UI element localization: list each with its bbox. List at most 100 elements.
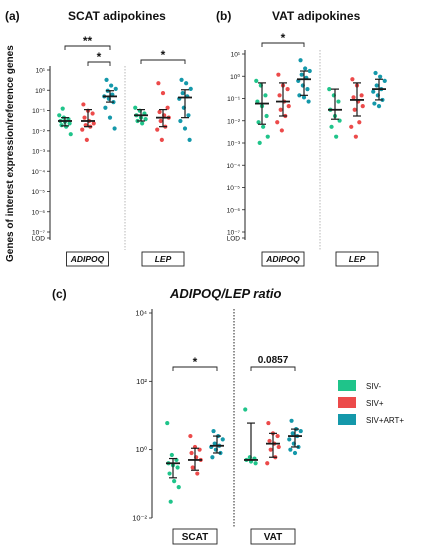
group-label-box-b — [335, 251, 379, 267]
y-tick-label-b: 10⁻⁶ — [227, 207, 241, 214]
significance-label: 0.0857 — [258, 355, 289, 366]
significance-bracket — [172, 366, 218, 371]
y-tick-label-c: 10⁻² — [132, 514, 147, 523]
y-tick-label-a: 10⁻⁶ — [32, 209, 46, 216]
data-point — [266, 420, 271, 426]
y-tick-label-a: 10⁻¹ — [32, 108, 46, 115]
data-point — [287, 437, 292, 442]
data-point — [256, 120, 261, 125]
data-point — [172, 479, 177, 484]
data-point — [278, 107, 283, 112]
data-point — [57, 113, 62, 118]
data-point — [303, 66, 308, 71]
data-point — [350, 77, 355, 82]
data-point — [84, 137, 89, 142]
group-label-box-b — [261, 251, 305, 267]
y-tick-label-c: 10² — [136, 377, 147, 386]
data-point — [357, 120, 362, 125]
panel-c-letter: (c) — [52, 287, 67, 301]
data-point — [334, 134, 339, 139]
y-tick-label-b: 10⁻⁴ — [227, 163, 241, 170]
data-point — [329, 124, 334, 129]
legend-swatch — [338, 380, 356, 391]
y-tick-label-a: 10⁻⁴ — [32, 169, 46, 176]
data-point — [82, 115, 87, 120]
data-point — [190, 465, 195, 470]
data-point — [306, 99, 311, 104]
y-tick-label-a: 10⁻⁷ — [32, 230, 46, 237]
data-point — [299, 72, 304, 77]
data-point — [175, 465, 180, 470]
data-point — [167, 471, 172, 476]
group-label-box-a — [141, 251, 185, 267]
y-tick-label-b: 10⁻³ — [227, 141, 241, 148]
y-tick-label-b: 10⁻⁷ — [227, 230, 241, 237]
data-point — [261, 124, 266, 129]
data-point — [168, 499, 173, 504]
data-point — [373, 70, 378, 76]
data-point — [59, 123, 64, 128]
data-point — [349, 124, 354, 129]
data-point — [301, 95, 307, 100]
data-point — [211, 428, 216, 434]
data-point — [359, 93, 364, 98]
panel-a-letter: (a) — [5, 9, 20, 23]
data-point — [263, 93, 268, 98]
data-point — [254, 78, 259, 83]
group-label-box-c — [250, 528, 296, 545]
data-point — [351, 95, 356, 100]
legend-swatch — [338, 414, 356, 425]
panel-a-title: SCAT adipokines — [68, 9, 166, 23]
data-point — [257, 140, 262, 145]
data-point — [286, 104, 291, 109]
data-point — [157, 109, 162, 115]
y-tick-label-a: 10⁰ — [35, 87, 45, 95]
data-point — [107, 115, 113, 120]
panel-b-title: VAT adipokines — [272, 9, 361, 23]
data-point — [276, 444, 281, 450]
data-point — [187, 137, 192, 142]
significance-label: * — [161, 48, 166, 62]
data-point — [159, 137, 164, 142]
data-point — [186, 113, 191, 118]
data-point — [378, 74, 383, 79]
data-point — [382, 78, 387, 83]
group-label-c: SCAT — [182, 532, 208, 543]
y-tick-label-a: 10⁻⁵ — [32, 189, 46, 196]
data-point — [80, 127, 85, 132]
data-point — [285, 87, 290, 92]
data-point — [165, 420, 170, 426]
data-point — [298, 428, 303, 434]
y-tick-label-a: LOD — [32, 236, 46, 243]
group-label-c: VAT — [264, 532, 283, 543]
group-label-box-c — [172, 528, 218, 545]
data-point — [188, 433, 193, 439]
data-point — [60, 106, 65, 111]
data-point — [140, 121, 145, 126]
legend-label: SIV+ART+ — [366, 416, 404, 425]
significance-bracket — [64, 45, 111, 50]
data-point — [265, 461, 270, 466]
y-tick-label-b: 10⁻¹ — [227, 96, 241, 103]
data-point — [336, 99, 341, 104]
y-tick-label-b: 10¹ — [231, 52, 241, 59]
y-tick-label-a: 10⁻² — [32, 128, 46, 135]
data-point — [188, 86, 193, 91]
group-label-b: LEP — [349, 254, 366, 264]
data-point — [298, 58, 303, 63]
panel-b-letter: (b) — [216, 9, 231, 23]
panel-c-title: ADIPOQ/LEP ratio — [169, 286, 282, 301]
data-point — [109, 83, 114, 88]
data-point — [112, 126, 117, 131]
significance-bracket — [261, 42, 305, 47]
data-point — [376, 104, 382, 109]
legend: SIV- SIV+ SIV+ART+ — [338, 380, 404, 425]
data-point — [277, 93, 282, 98]
data-point — [288, 447, 293, 452]
data-point — [176, 485, 181, 490]
data-point — [133, 105, 138, 110]
data-point — [220, 437, 225, 442]
data-point — [265, 134, 270, 139]
